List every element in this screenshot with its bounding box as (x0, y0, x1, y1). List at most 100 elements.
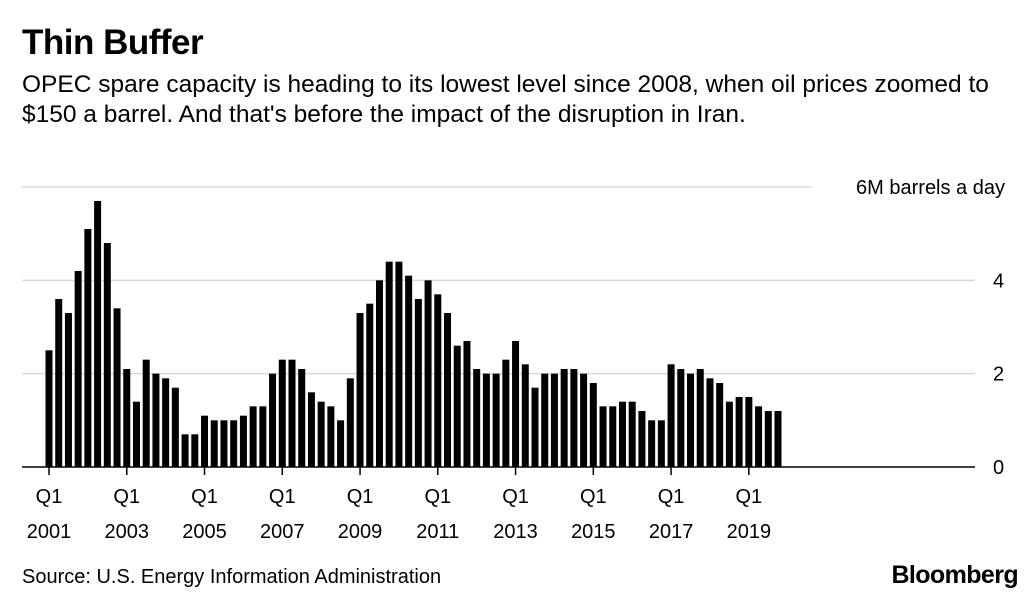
bar (249, 406, 257, 467)
bar (405, 275, 413, 467)
bar (580, 373, 588, 467)
y-tick-label: 6M barrels a day (856, 177, 1005, 199)
bar (463, 341, 471, 467)
bar (589, 383, 597, 467)
bar (327, 406, 335, 467)
bloomberg-logo: Bloomberg (891, 561, 1018, 589)
bar (414, 299, 422, 467)
x-tick-label-year: 2015 (571, 521, 616, 543)
bar (667, 364, 675, 467)
bar (502, 359, 510, 467)
bar (453, 345, 461, 467)
bar (94, 201, 102, 467)
x-tick-label-quarter: Q1 (424, 486, 451, 508)
bar (560, 369, 568, 467)
bar (424, 280, 432, 467)
x-tick-label-quarter: Q1 (36, 486, 63, 508)
bar (230, 420, 238, 467)
bar (142, 359, 150, 467)
bar (755, 406, 763, 467)
y-tick-label: 0 (993, 457, 1004, 479)
bar (677, 369, 685, 467)
bar (113, 308, 121, 467)
bar (725, 401, 733, 467)
bar (337, 420, 345, 467)
bar (220, 420, 228, 467)
bar (123, 369, 131, 467)
bar (45, 350, 53, 467)
bar (181, 434, 189, 467)
bar (687, 373, 695, 467)
bar (317, 401, 325, 467)
bar (162, 378, 170, 467)
chart-title: Thin Buffer (22, 23, 204, 62)
bar (239, 415, 247, 467)
y-axis-labels: 0 2 4 6M barrels a day (856, 177, 1005, 479)
bar (298, 369, 306, 467)
x-tick-label-quarter: Q1 (658, 486, 685, 508)
bar (696, 369, 704, 467)
bar (706, 378, 714, 467)
x-tick-label-quarter: Q1 (735, 486, 762, 508)
bar (638, 411, 646, 467)
bar (375, 280, 383, 467)
bar (84, 229, 92, 467)
bar (657, 420, 665, 467)
x-tick-label-quarter: Q1 (580, 486, 607, 508)
bar (385, 261, 393, 467)
bar (618, 401, 626, 467)
bar-chart: Q12001Q12003Q12005Q12007Q12009Q12011Q120… (22, 177, 1005, 543)
bar (74, 271, 82, 467)
bar (531, 387, 539, 467)
bar (570, 369, 578, 467)
grid-lines (22, 186, 975, 375)
x-tick-label-year: 2003 (105, 521, 150, 543)
bar (541, 373, 549, 467)
x-tick-label-year: 2009 (338, 521, 383, 543)
bar (648, 420, 656, 467)
x-tick-label-year: 2005 (182, 521, 227, 543)
bar (395, 261, 403, 467)
bar (152, 373, 160, 467)
bars (45, 201, 782, 467)
bar (434, 294, 442, 467)
bar (774, 411, 782, 467)
bar (356, 313, 364, 467)
bar (550, 373, 558, 467)
x-tick-label-year: 2017 (649, 521, 694, 543)
x-tick-label-year: 2007 (260, 521, 305, 543)
y-tick-label: 4 (993, 270, 1004, 292)
chart-subtitle: OPEC spare capacity is heading to its lo… (22, 71, 989, 128)
bar (55, 299, 63, 467)
bar (492, 373, 500, 467)
bar (346, 378, 354, 467)
source-note: Source: U.S. Energy Information Administ… (22, 566, 442, 588)
x-tick-label-year: 2019 (727, 521, 772, 543)
bar (307, 392, 315, 467)
x-axis: Q1 2001 Q1 2003 Q1 2005 Q1 2007 Q1 2009 Q1 2011 Q1 20… (22, 466, 975, 543)
bar (103, 243, 111, 467)
bar (269, 373, 277, 467)
bar (609, 406, 617, 467)
bar (444, 313, 452, 467)
x-tick-label-year: 2011 (416, 521, 459, 543)
bar (210, 420, 218, 467)
x-tick-label-quarter: Q1 (113, 486, 140, 508)
bar (473, 369, 481, 467)
y-tick-label: 2 (993, 364, 1004, 386)
x-tick-label-quarter: Q1 (502, 486, 529, 508)
bar (171, 387, 179, 467)
bar (735, 397, 743, 467)
bar (278, 359, 286, 467)
bar (64, 313, 72, 467)
bar (599, 406, 607, 467)
bar (482, 373, 490, 467)
bar (201, 415, 209, 467)
bar (745, 397, 753, 467)
bar (366, 303, 374, 467)
bar (288, 359, 296, 467)
x-tick-label-quarter: Q1 (347, 486, 374, 508)
x-tick-label-year: 2013 (493, 521, 538, 543)
bar (521, 364, 529, 467)
bar (259, 406, 267, 467)
